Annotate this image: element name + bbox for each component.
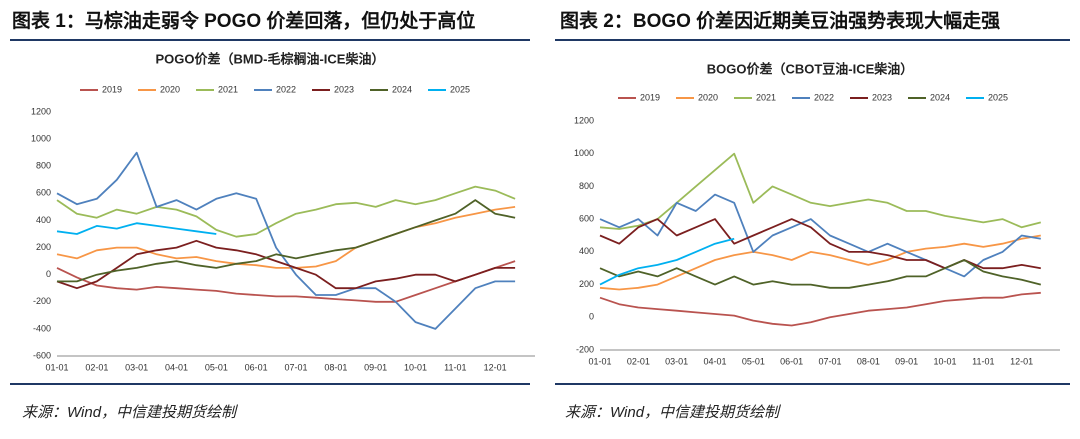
source-note: 来源：Wind，中信建投期货绘制: [22, 404, 239, 421]
series-line: [56, 222, 217, 235]
legend-label: 2025: [450, 84, 470, 94]
y-tick-label: -200: [33, 296, 51, 306]
y-tick-label: 800: [36, 161, 51, 171]
series-line: [56, 151, 516, 330]
chart-title: POGO价差（BMD-毛棕榈油-ICE柴油）: [156, 51, 385, 66]
series-line: [599, 152, 1042, 230]
series-line: [599, 234, 1041, 291]
y-tick-label: -400: [33, 323, 51, 333]
legend-label: 2019: [102, 84, 122, 94]
y-tick-label: 600: [36, 188, 51, 198]
y-tick-label: 200: [579, 279, 594, 289]
x-tick-label: 11-01: [972, 356, 994, 366]
x-tick-label: 06-01: [245, 362, 268, 372]
x-tick-label: 03-01: [665, 356, 688, 366]
legend-label: 2020: [160, 84, 180, 94]
legend-label: 2023: [872, 92, 892, 102]
y-tick-label: 1200: [574, 115, 594, 125]
series-line: [57, 199, 516, 283]
x-tick-label: 05-01: [205, 362, 228, 372]
x-tick-label: 09-01: [364, 362, 387, 372]
series-line: [599, 259, 1042, 289]
y-tick-label: 0: [589, 312, 594, 322]
x-tick-label: 10-01: [933, 356, 956, 366]
x-tick-label: 01-01: [45, 362, 68, 372]
source-note: 来源：Wind，中信建投期货绘制: [565, 404, 782, 421]
series-line: [599, 237, 735, 286]
legend-label: 2021: [756, 92, 776, 102]
series-line: [599, 291, 1041, 327]
legend-label: 2022: [276, 84, 296, 94]
x-tick-label: 05-01: [742, 356, 765, 366]
x-tick-label: 02-01: [85, 362, 108, 372]
y-tick-label: -600: [33, 350, 51, 360]
legend-label: 2025: [988, 92, 1008, 102]
legend-label: 2024: [392, 84, 412, 94]
x-tick-label: 07-01: [818, 356, 841, 366]
series-line: [56, 206, 516, 269]
y-tick-label: 1000: [574, 148, 594, 158]
legend-label: 2024: [930, 92, 950, 102]
y-tick-label: 0: [46, 269, 51, 279]
y-tick-label: 1000: [31, 133, 51, 143]
legend-label: 2019: [640, 92, 660, 102]
series-line: [599, 193, 1041, 278]
x-tick-label: 08-01: [324, 362, 347, 372]
x-tick-label: 12-01: [1010, 356, 1033, 366]
legend-label: 2022: [814, 92, 834, 102]
x-tick-label: 07-01: [284, 362, 307, 372]
x-tick-label: 12-01: [484, 362, 507, 372]
x-tick-label: 03-01: [125, 362, 148, 372]
x-tick-label: 09-01: [895, 356, 918, 366]
x-tick-label: 04-01: [703, 356, 726, 366]
legend-label: 2020: [698, 92, 718, 102]
y-tick-label: 800: [579, 181, 594, 191]
series-line: [56, 239, 516, 290]
y-tick-label: -200: [576, 344, 594, 354]
y-tick-label: 400: [36, 215, 51, 225]
x-tick-label: 08-01: [857, 356, 880, 366]
legend-label: 2023: [334, 84, 354, 94]
y-tick-label: 200: [36, 242, 51, 252]
x-tick-label: 01-01: [588, 356, 611, 366]
series-line: [56, 260, 516, 303]
x-tick-label: 06-01: [780, 356, 803, 366]
series-line: [56, 185, 516, 238]
x-tick-label: 11-01: [444, 362, 466, 372]
x-tick-label: 04-01: [165, 362, 188, 372]
chart-title: BOGO价差（CBOT豆油-ICE柴油）: [707, 61, 914, 76]
y-tick-label: 400: [579, 246, 594, 256]
legend-label: 2021: [218, 84, 238, 94]
x-tick-label: 10-01: [404, 362, 427, 372]
y-tick-label: 600: [579, 214, 594, 224]
x-tick-label: 02-01: [627, 356, 650, 366]
y-tick-label: 1200: [31, 106, 51, 116]
figure-title: 图表 1：马棕油走弱令 POGO 价差回落，但仍处于高位: [12, 9, 475, 32]
figure-title: 图表 2：BOGO 价差因近期美豆油强势表现大幅走强: [560, 9, 1000, 32]
